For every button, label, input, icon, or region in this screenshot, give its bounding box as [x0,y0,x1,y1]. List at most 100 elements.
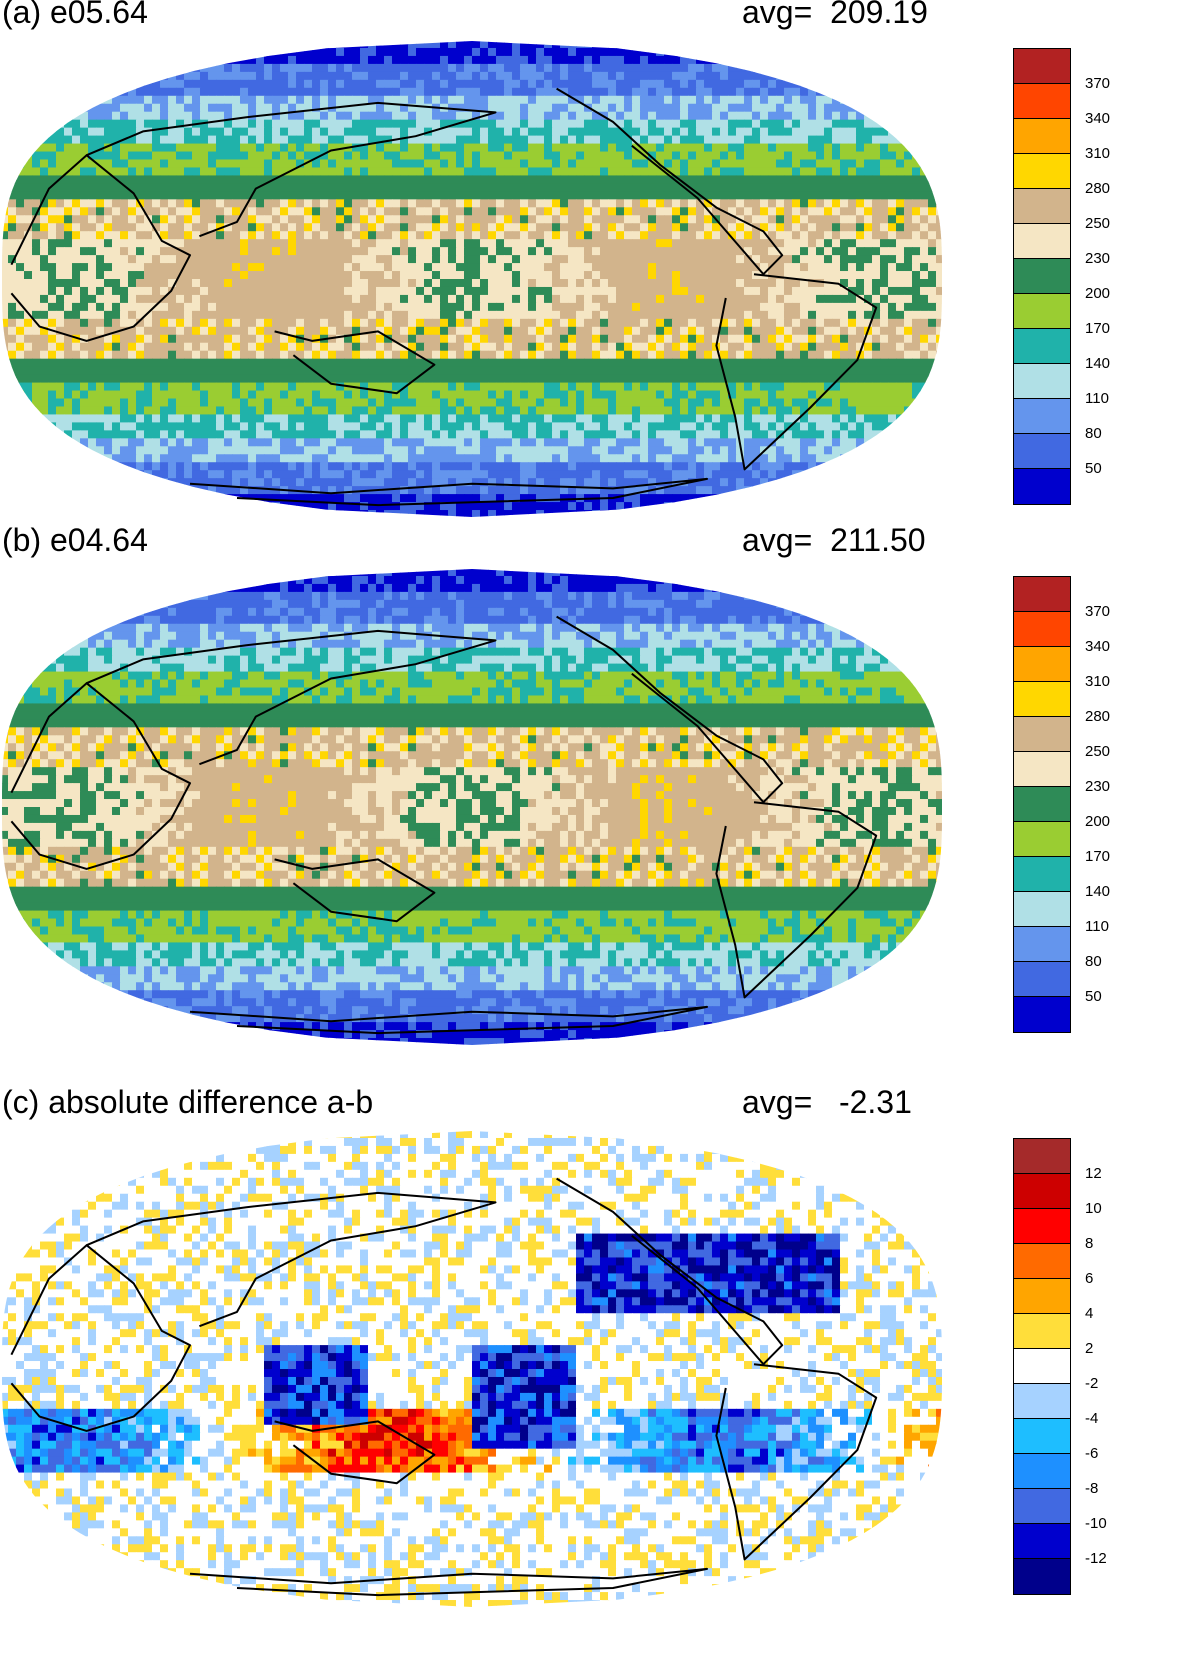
field-cell [240,79,249,89]
field-cell [472,47,481,57]
field-cell [760,318,769,328]
field-cell [40,342,49,352]
field-cell [544,231,553,240]
field-cell [152,318,161,328]
field-cell [752,310,761,320]
field-cell [120,294,129,304]
field-cell [808,310,817,320]
field-cell [512,326,521,336]
field-cell [816,111,825,121]
field-cell [24,279,33,288]
field-cell [304,247,313,256]
field-cell [64,358,73,368]
field-cell [48,255,57,264]
field-cell [504,151,513,161]
field-cell [176,318,185,328]
field-cell [520,215,529,224]
field-cell [16,255,25,264]
field-cell [632,350,641,360]
field-cell [368,151,377,161]
field-cell [176,231,185,240]
field-cell [8,239,17,248]
field-cell [936,358,942,368]
field-cell [688,350,697,360]
field-cell [688,223,697,232]
field-cell [184,366,193,376]
field-cell [688,358,697,368]
field-cell [824,358,833,368]
field-cell [912,143,921,153]
field-cell [8,374,17,384]
field-cell [864,159,873,169]
field-cell [704,143,713,153]
field-cell [400,255,409,264]
field-cell [256,318,265,328]
field-cell [144,191,153,200]
field-cell [736,119,745,129]
field-cell [408,103,417,113]
field-cell [656,55,665,65]
field-cell [96,103,105,113]
field-cell [160,143,169,153]
field-cell [552,47,561,57]
field-cell [160,87,169,97]
field-cell [672,366,681,376]
field-cell [312,135,321,145]
field-cell [720,41,729,49]
field-cell [72,71,81,81]
field-cell [344,255,353,264]
field-cell [808,159,817,169]
field-cell [896,119,905,129]
field-cell [56,310,65,320]
field-cell [352,255,361,264]
field-cell [96,95,105,105]
field-cell [96,334,105,344]
field-cell [704,135,713,145]
field-cell [664,103,673,113]
field-cell [528,175,537,184]
field-cell [928,95,937,105]
field-cell [304,127,313,137]
field-cell [632,366,641,376]
field-cell [480,183,489,192]
field-cell [608,207,617,216]
field-cell [384,271,393,280]
field-cell [184,191,193,200]
field-cell [120,350,129,360]
field-cell [600,358,609,368]
field-cell [320,175,329,184]
field-cell [576,71,585,81]
field-cell [352,239,361,248]
field-cell [520,87,529,97]
field-cell [648,175,657,184]
field-cell [720,167,729,177]
field-cell [640,215,649,224]
field-cell [568,255,577,264]
field-cell [328,302,337,312]
field-cell [592,41,601,49]
field-cell [40,279,49,288]
field-cell [248,159,257,169]
field-cell [816,286,825,296]
field-cell [280,247,289,256]
field-cell [400,87,409,97]
field-cell [352,159,361,169]
field-cell [80,286,89,296]
field-cell [936,279,942,288]
field-cell [264,318,273,328]
field-cell [832,215,841,224]
field-cell [264,286,273,296]
field-cell [728,199,737,208]
field-cell [192,111,201,121]
field-cell [864,342,873,352]
field-cell [40,135,49,145]
field-cell [472,111,481,121]
field-cell [592,135,601,145]
field-cell [520,366,529,376]
field-cell [144,103,153,113]
field-cell [248,41,257,49]
field-cell [464,231,473,240]
field-cell [800,279,809,288]
field-cell [600,79,609,89]
field-cell [416,255,425,264]
